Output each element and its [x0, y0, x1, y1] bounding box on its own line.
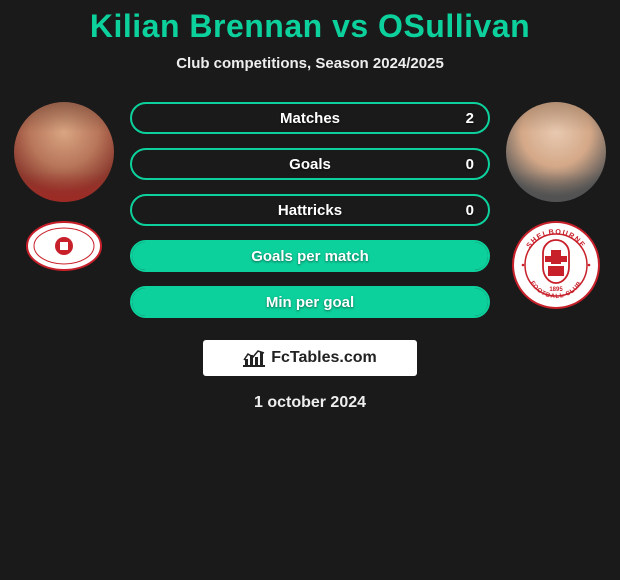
- player-right-column: SHELBOURNE FOOTBALL CLUB 1895: [500, 102, 612, 310]
- stat-label: Min per goal: [132, 294, 488, 311]
- stat-row: Goals0: [130, 148, 490, 180]
- subtitle: Club competitions, Season 2024/2025: [0, 55, 620, 72]
- player-left-avatar: [14, 102, 114, 202]
- page-title: Kilian Brennan vs OSullivan: [0, 8, 620, 45]
- player-left-column: [8, 102, 120, 272]
- player-right-avatar: [506, 102, 606, 202]
- stat-row: Hattricks0: [130, 194, 490, 226]
- stat-value-right: 0: [466, 156, 474, 173]
- stats-list: Matches2Goals0Hattricks0Goals per matchM…: [120, 102, 500, 318]
- comparison-main: Matches2Goals0Hattricks0Goals per matchM…: [0, 102, 620, 318]
- club-right-crest: SHELBOURNE FOOTBALL CLUB 1895: [511, 220, 601, 310]
- stat-row: Goals per match: [130, 240, 490, 272]
- date-text: 1 october 2024: [0, 394, 620, 412]
- svg-text:1895: 1895: [549, 287, 563, 293]
- stat-label: Hattricks: [132, 202, 488, 219]
- stat-label: Matches: [132, 110, 488, 127]
- stat-value-right: 2: [466, 110, 474, 127]
- club-left-crest: [25, 220, 103, 272]
- branding-badge: FcTables.com: [203, 340, 417, 376]
- stat-value-right: 0: [466, 202, 474, 219]
- stat-row: Matches2: [130, 102, 490, 134]
- branding-text: FcTables.com: [271, 349, 377, 367]
- stat-row: Min per goal: [130, 286, 490, 318]
- stat-label: Goals per match: [132, 248, 488, 265]
- stat-label: Goals: [132, 156, 488, 173]
- chart-icon: [243, 349, 265, 367]
